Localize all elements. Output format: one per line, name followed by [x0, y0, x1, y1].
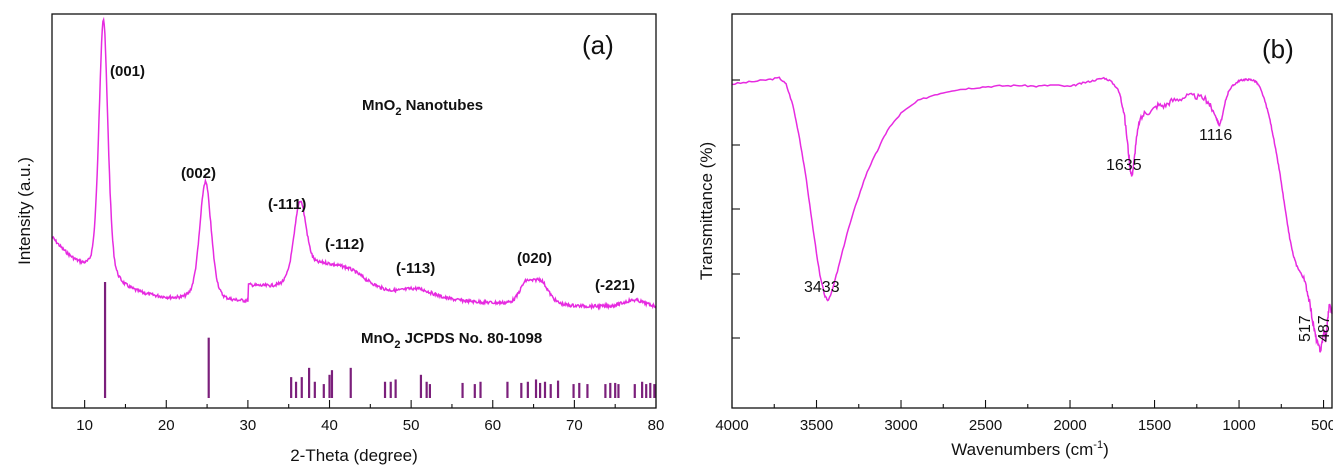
x-tick-label: 20: [158, 417, 175, 434]
x-tick-label: 3500: [800, 417, 833, 434]
band-label-517: 517: [1297, 315, 1314, 342]
xrd-curve: [51, 16, 657, 311]
reference-lines: [103, 282, 656, 398]
ftir-curve: [731, 76, 1333, 353]
band-label-1635: 1635: [1106, 157, 1142, 174]
peak-label-m113: (-113): [396, 260, 435, 277]
panel-b-label: (b): [1262, 34, 1294, 64]
panel-a-frame: [51, 13, 657, 409]
panel-a-label: (a): [582, 30, 614, 60]
x-tick-label: 50: [403, 417, 420, 434]
band-label-3433: 3433: [804, 279, 840, 296]
peak-label-m112: (-112): [325, 236, 364, 253]
peak-label-020: (020): [517, 250, 552, 267]
reference-label: MnO2 JCPDS No. 80-1098: [361, 330, 542, 351]
x-tick-label: 4000: [715, 417, 748, 434]
x-tick-label: 2500: [969, 417, 1002, 434]
panel-b-frame: [731, 13, 1333, 409]
band-label-1116: 1116: [1199, 127, 1232, 144]
x-tick-label: 2000: [1053, 417, 1086, 434]
x-tick-label: 30: [240, 417, 257, 434]
panel-a-x-axis-label: 2-Theta (degree): [290, 446, 418, 465]
panel-b-y-axis-label: Transmittance (%): [697, 142, 716, 280]
panel-a-y-axis-label: Intensity (a.u.): [15, 157, 34, 265]
peak-label-m221: (-221): [595, 277, 635, 294]
band-label-487: 487: [1316, 315, 1333, 342]
x-tick-label: 1500: [1138, 417, 1171, 434]
peak-label-001: (001): [110, 63, 145, 80]
x-tick-label: 10: [76, 417, 93, 434]
peak-label-m111: (-111): [268, 196, 306, 213]
x-tick-label: 70: [566, 417, 583, 434]
x-tick-label: 500: [1311, 417, 1333, 434]
peak-label-002: (002): [181, 165, 216, 182]
x-tick-label: 60: [484, 417, 501, 434]
panel-b-ftir: 4000 3500 3000 2500 2000 1500 1000 500 (b) 3433…: [697, 13, 1333, 459]
panel-a-x-ticks: 10 20 30 40 50 60 70 80: [76, 400, 664, 434]
x-tick-label: 40: [321, 417, 338, 434]
panel-b-x-axis-label: Wavenumbers (cm-1): [951, 439, 1108, 459]
x-tick-label: 1000: [1222, 417, 1255, 434]
panel-b-x-ticks: 4000 3500 3000 2500 2000 1500 1000 500: [715, 400, 1333, 434]
x-tick-label: 3000: [884, 417, 917, 434]
panel-b-y-ticks: [732, 79, 740, 339]
sample-label: MnO2 Nanotubes: [362, 97, 483, 118]
panel-a-xrd: 10 20 30 40 50 60 70 80 (a) MnO2 Nanotubes MnO2…: [15, 13, 664, 465]
x-tick-label: 80: [648, 417, 665, 434]
